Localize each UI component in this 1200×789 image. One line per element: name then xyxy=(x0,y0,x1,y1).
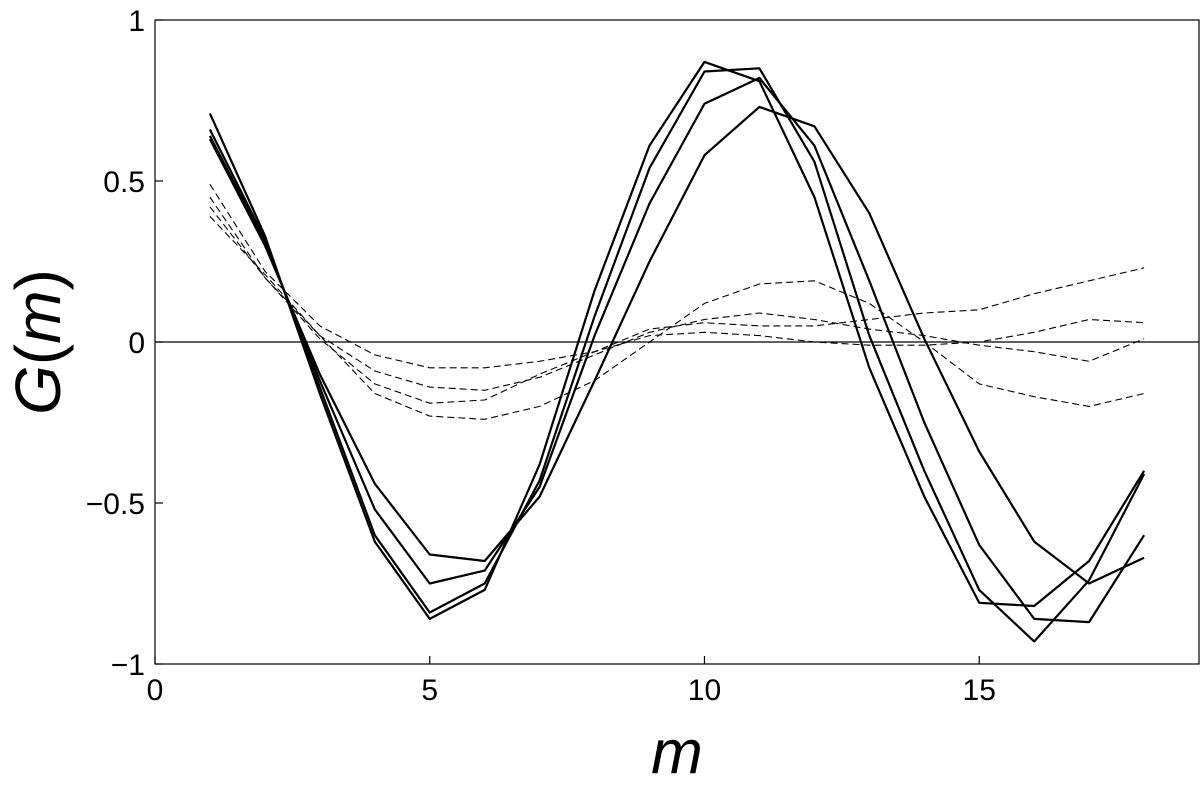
x-tick-label: 15 xyxy=(963,674,996,707)
dashed-series-line-8 xyxy=(209,216,1145,420)
y-tick-label: −1 xyxy=(111,649,145,682)
solid-series-line-3 xyxy=(208,76,1146,624)
dashed-series-line-7 xyxy=(209,206,1145,404)
dashed-series-line-6 xyxy=(209,196,1145,391)
x-axis-title: m xyxy=(651,718,703,787)
x-tick-label: 5 xyxy=(421,674,438,707)
y-axis-title: G(m) xyxy=(2,269,74,415)
y-tick-label: 0.5 xyxy=(103,166,145,199)
y-axis-title-close-paren: ) xyxy=(2,269,74,290)
y-tick-label: 0 xyxy=(128,327,145,360)
y-tick-label: −0.5 xyxy=(86,488,145,521)
solid-series-line-1 xyxy=(208,60,1146,621)
y-axis-title-open-paren: ( xyxy=(2,344,74,365)
solid-series-line-2 xyxy=(208,67,1146,643)
y-axis-title-g: G xyxy=(2,365,74,415)
dashed-series-line-5 xyxy=(209,183,1145,369)
x-tick-label: 10 xyxy=(688,674,721,707)
x-tick-label: 0 xyxy=(147,674,164,707)
solid-series-line-4 xyxy=(208,105,1145,585)
y-tick-label: 1 xyxy=(128,5,145,38)
y-axis-title-m: m xyxy=(2,290,74,343)
